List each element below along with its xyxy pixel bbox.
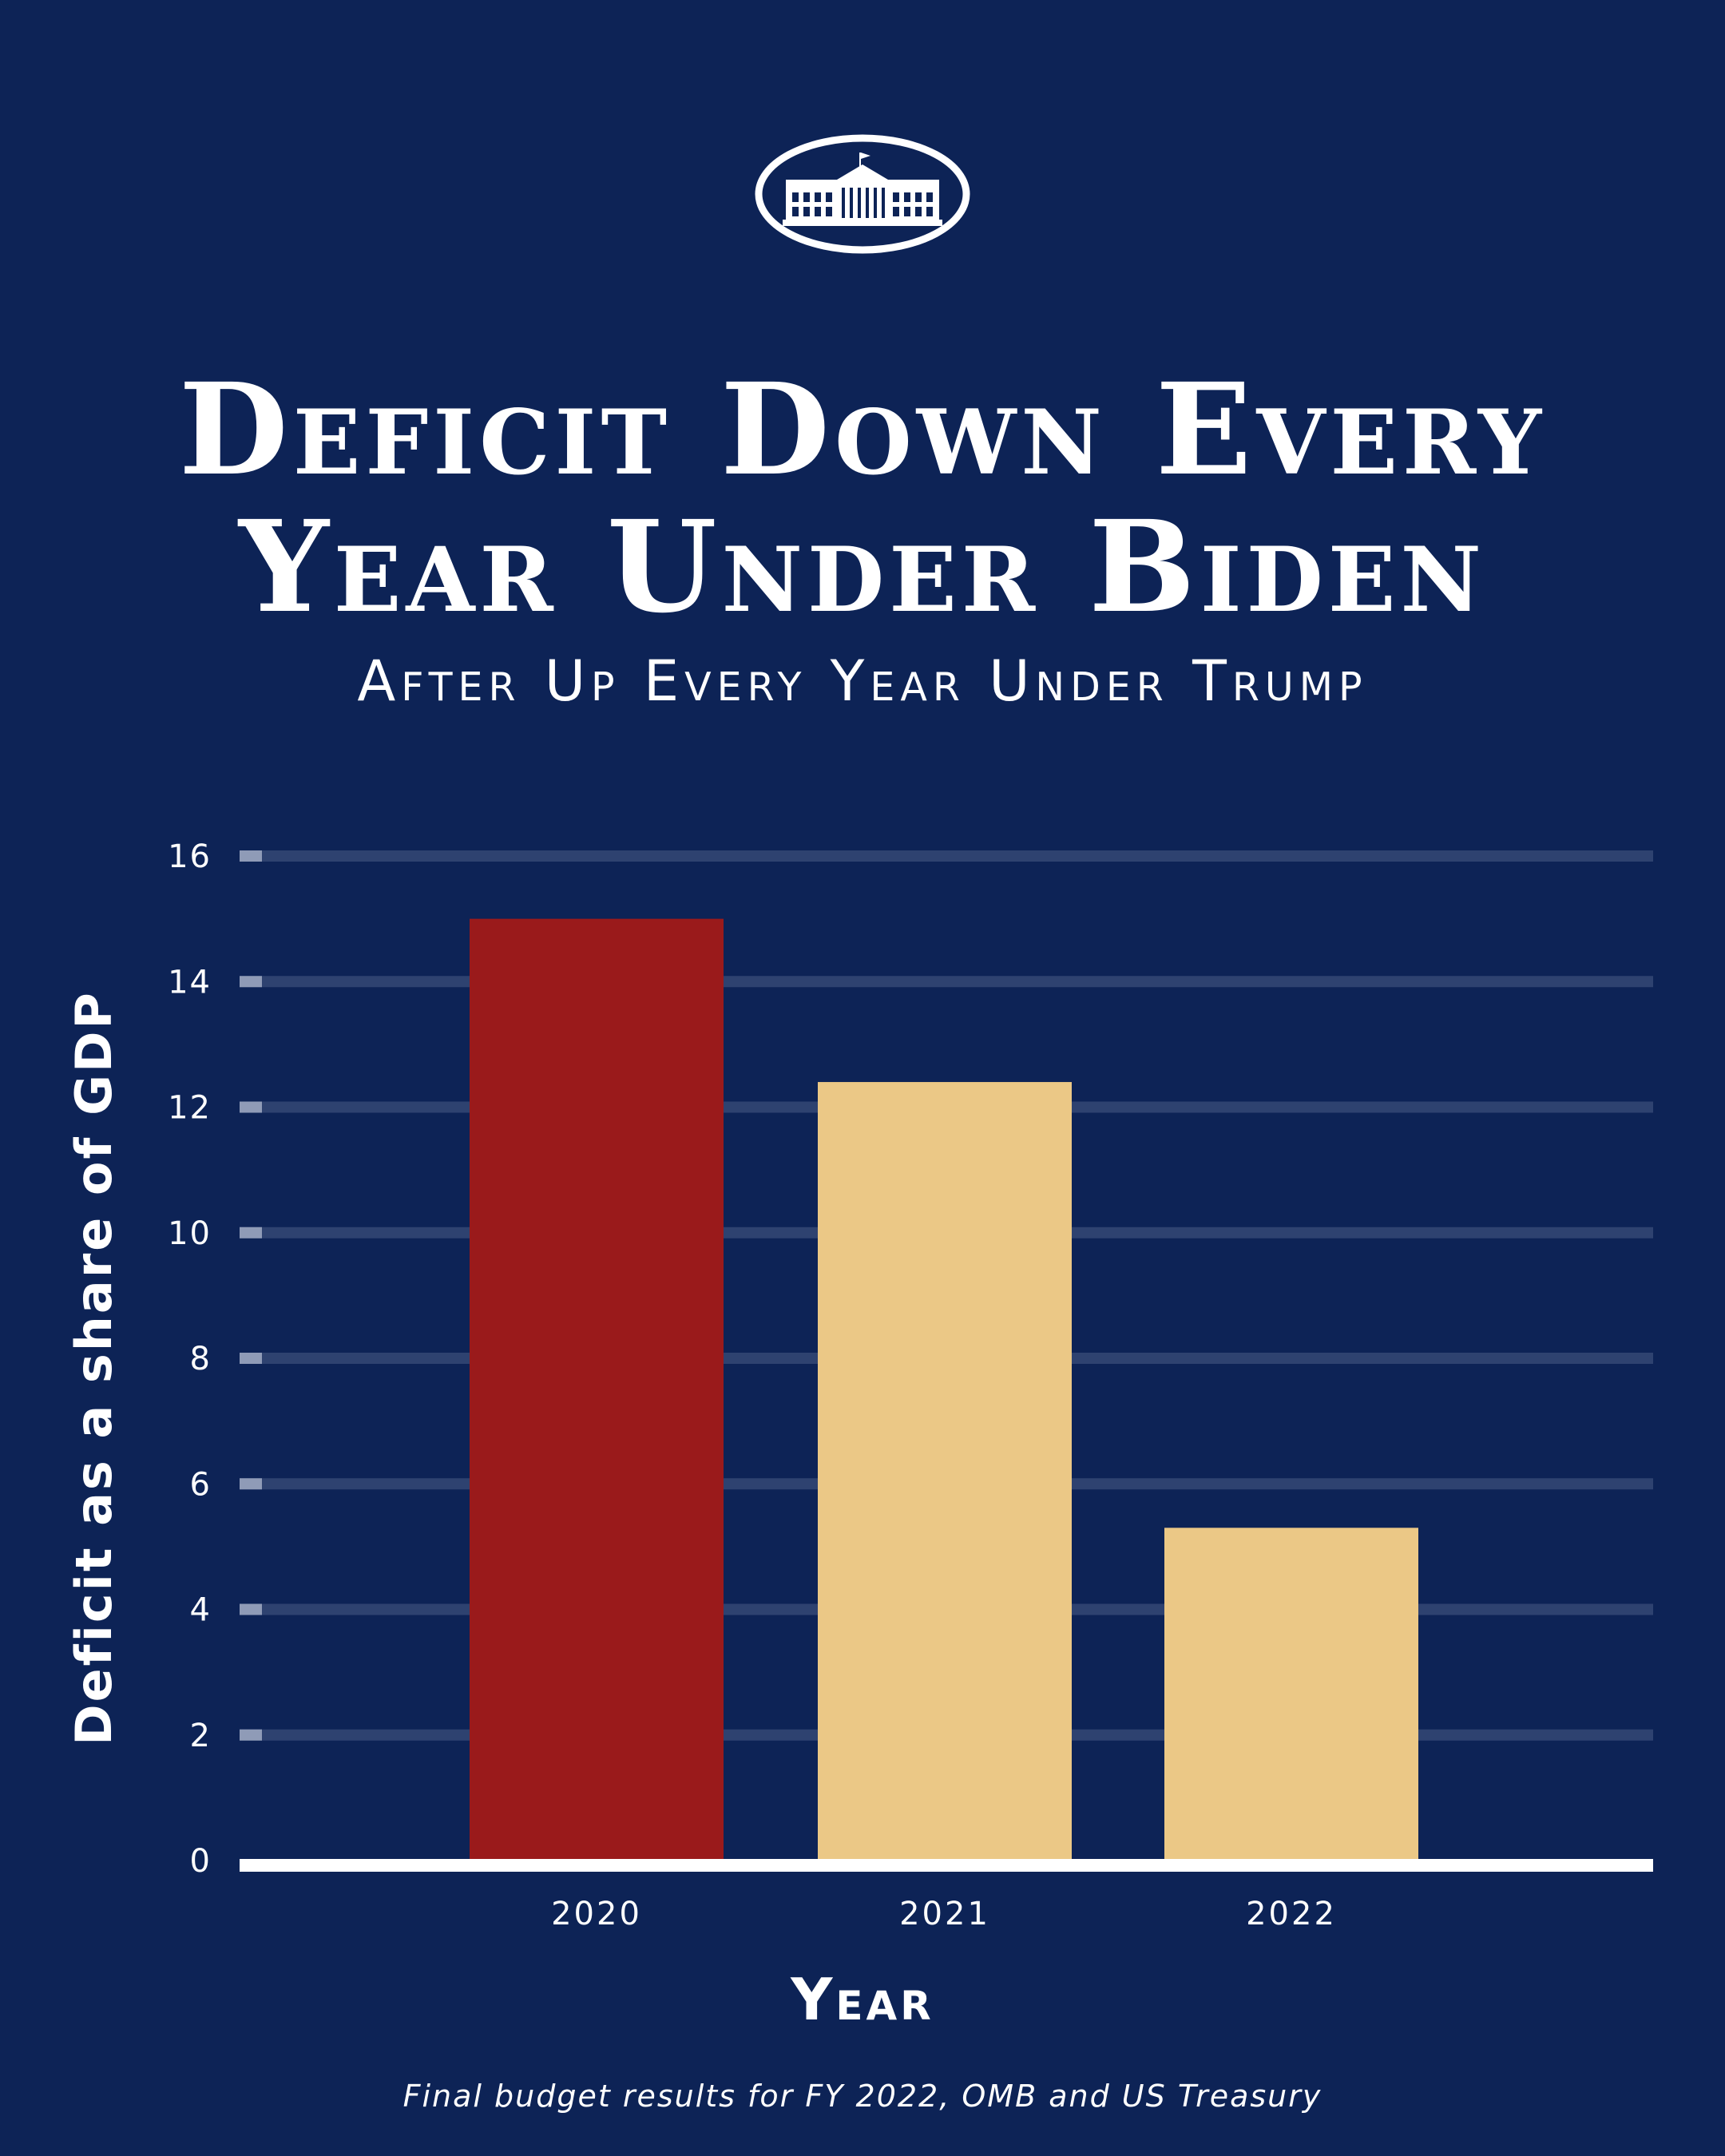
chart-title-line-1: Deficit Down Every bbox=[178, 356, 1547, 504]
x-axis-label: Year bbox=[791, 1966, 934, 2033]
y-tick-label: 8 bbox=[190, 1341, 212, 1377]
y-tick-mark bbox=[240, 976, 262, 988]
y-tick-mark bbox=[240, 1478, 262, 1490]
y-tick-label: 12 bbox=[168, 1090, 212, 1127]
y-tick-mark bbox=[240, 1353, 262, 1364]
y-tick-mark bbox=[240, 1729, 262, 1741]
white-house-icon bbox=[783, 153, 942, 226]
y-tick-label: 16 bbox=[168, 838, 212, 875]
gridline bbox=[240, 976, 1653, 988]
x-tick-label: 2020 bbox=[551, 1896, 642, 1932]
y-axis-label: Deficit as a share of GDP bbox=[65, 990, 123, 1746]
y-tick-mark bbox=[240, 1603, 262, 1615]
x-axis-baseline bbox=[240, 1859, 1653, 1872]
y-tick-mark bbox=[240, 1227, 262, 1239]
x-tick-label: 2021 bbox=[899, 1896, 990, 1932]
y-tick-mark bbox=[240, 850, 262, 862]
source-note: Final budget results for FY 2022, OMB an… bbox=[402, 2079, 1322, 2114]
x-tick-label: 2022 bbox=[1246, 1896, 1337, 1932]
y-tick-mark bbox=[240, 1101, 262, 1113]
white-house-logo bbox=[755, 134, 970, 254]
y-tick-label: 14 bbox=[168, 964, 212, 1001]
y-tick-label: 10 bbox=[168, 1215, 212, 1252]
chart-subtitle: After Up Every Year Under Trump bbox=[357, 648, 1368, 714]
y-tick-label: 4 bbox=[190, 1592, 212, 1629]
gridline bbox=[240, 850, 1653, 862]
bar-2020 bbox=[470, 918, 724, 1861]
bar-2022 bbox=[1164, 1528, 1418, 1861]
y-tick-label: 6 bbox=[190, 1466, 212, 1503]
bar-2021 bbox=[818, 1082, 1072, 1861]
y-tick-label: 2 bbox=[190, 1718, 212, 1754]
y-tick-label: 0 bbox=[190, 1843, 212, 1880]
chart-title-line-2: Year Under Biden bbox=[239, 493, 1486, 641]
